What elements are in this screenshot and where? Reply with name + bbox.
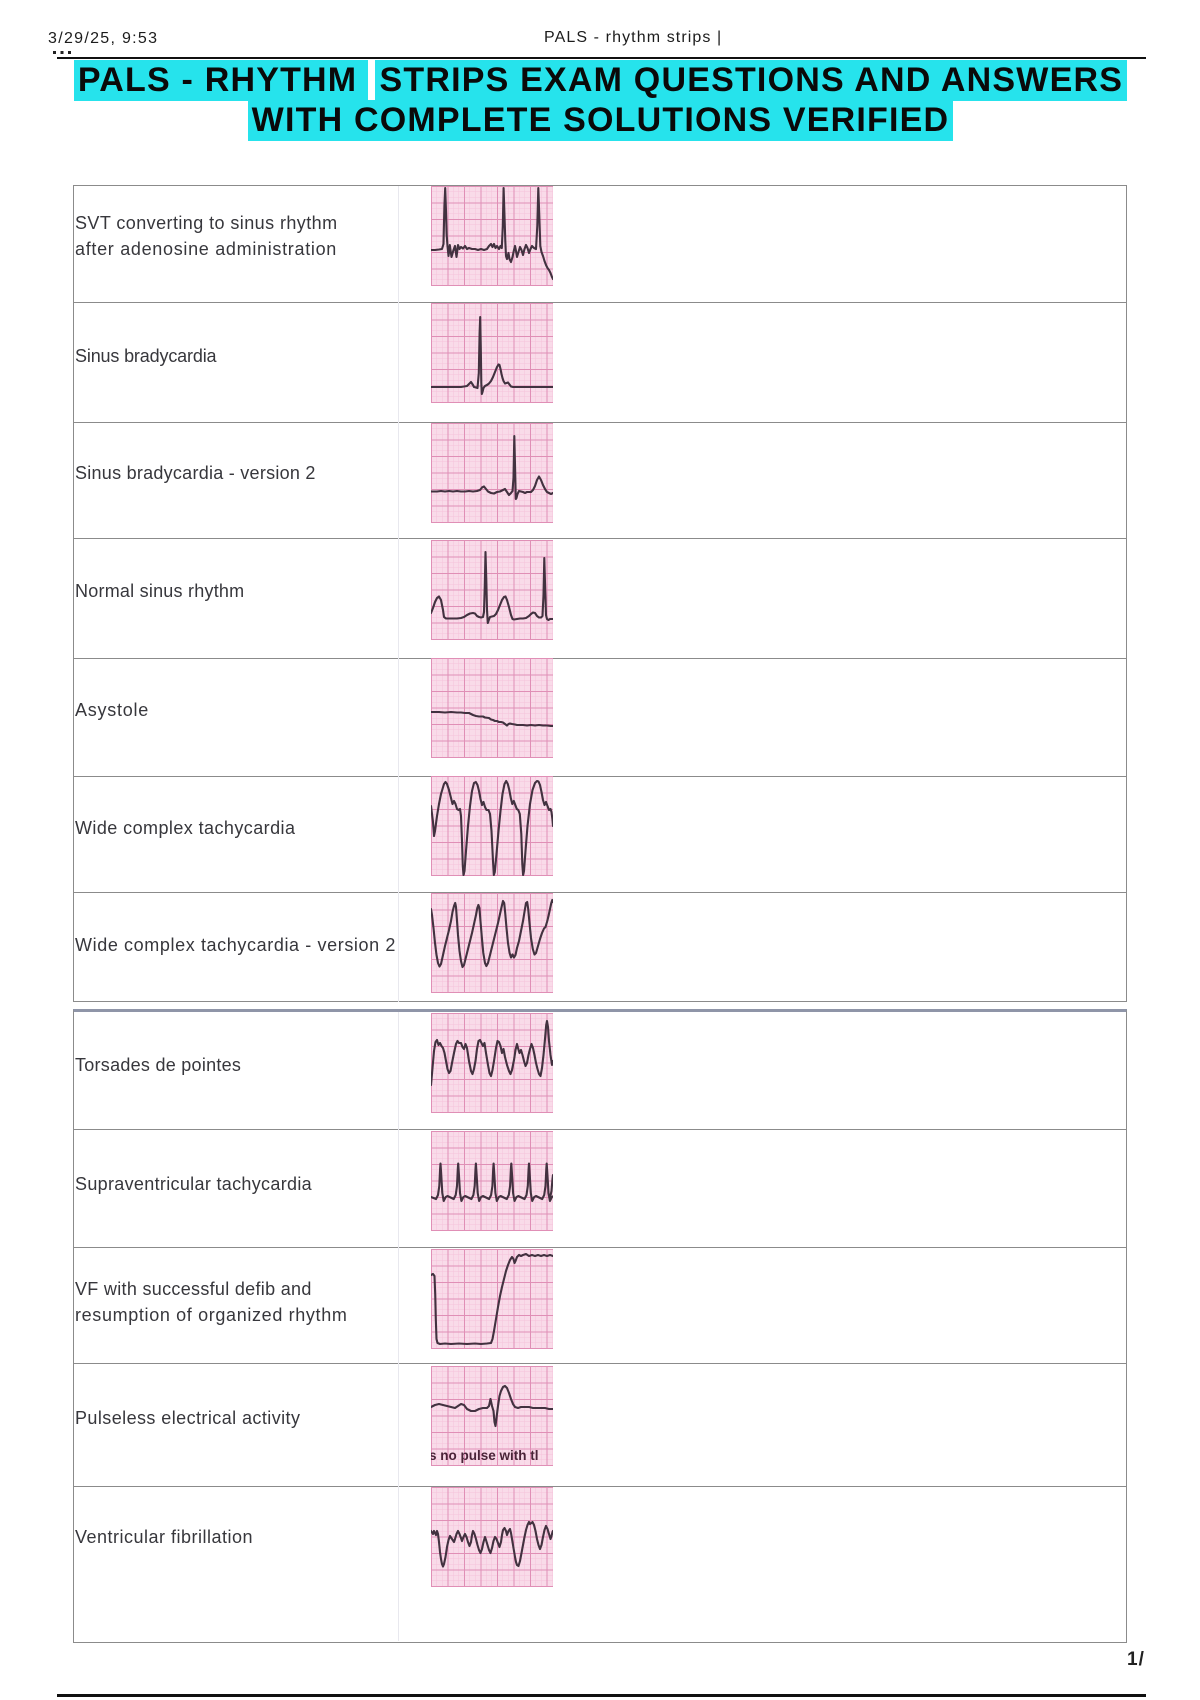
svg-text:s no pulse with tl: s no pulse with tl (431, 1448, 539, 1463)
